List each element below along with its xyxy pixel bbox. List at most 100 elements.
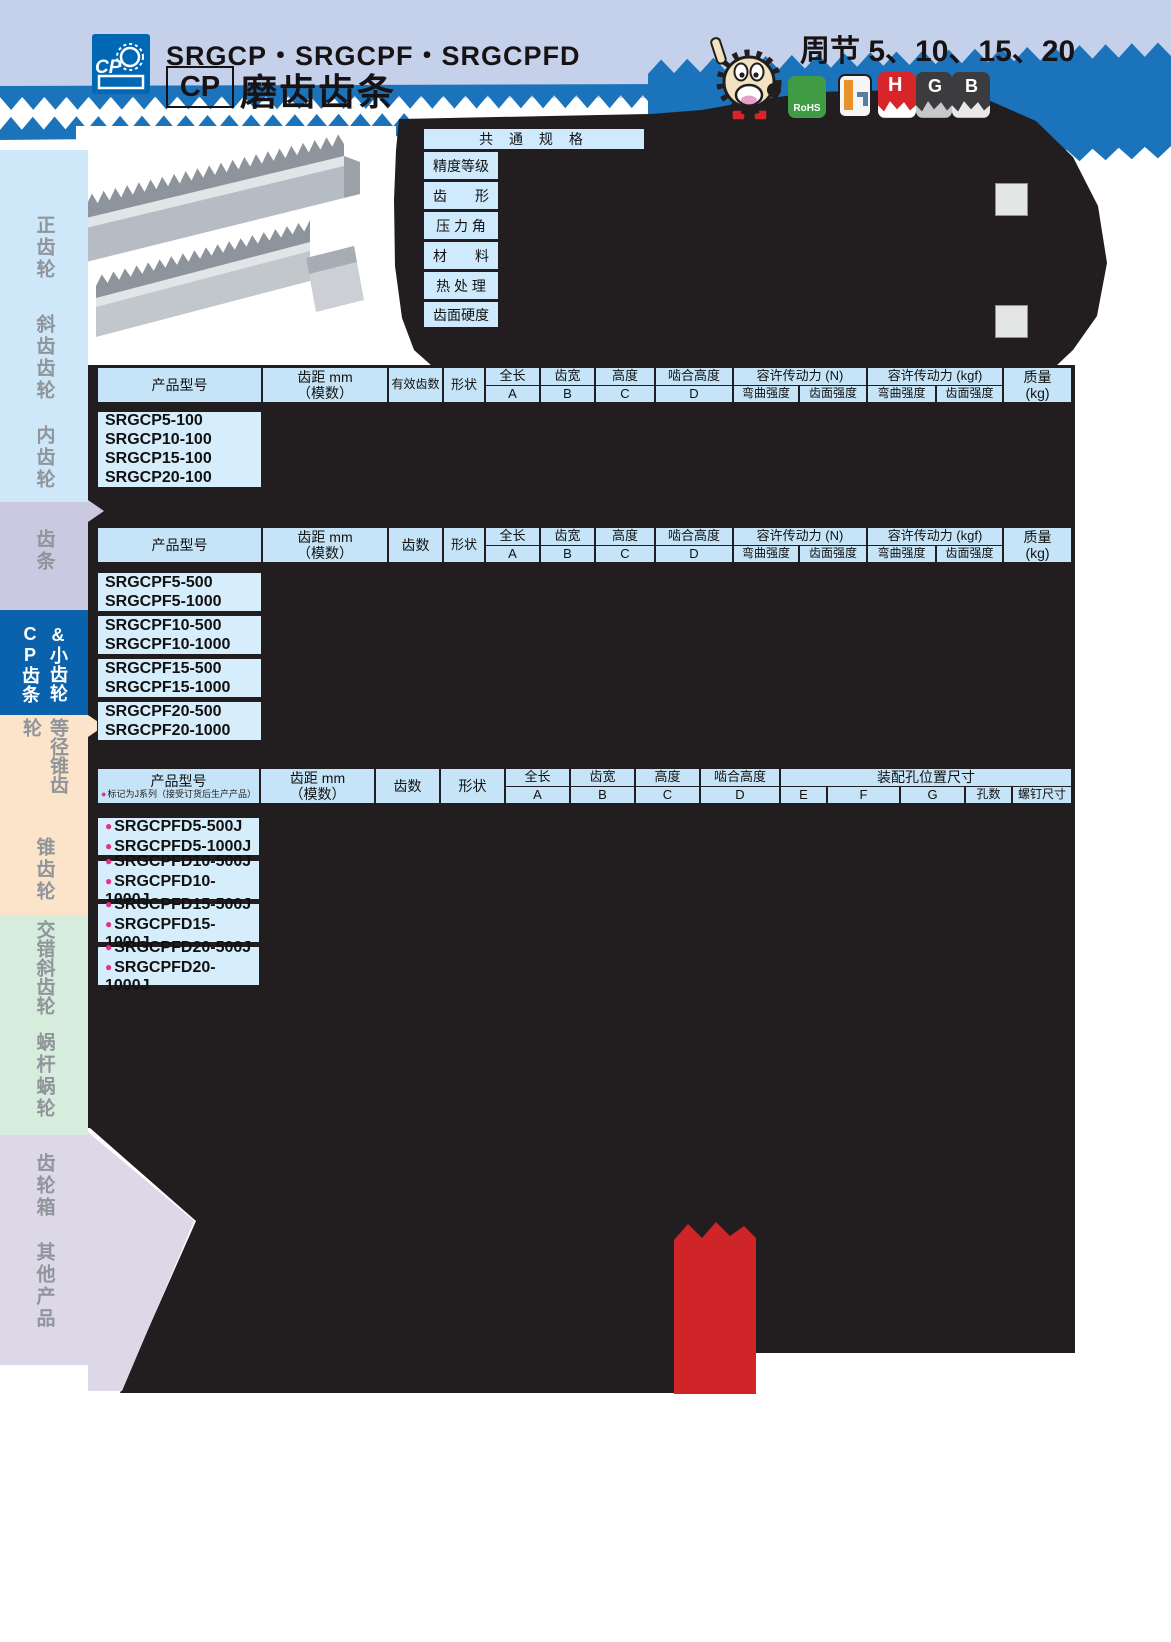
col-height: 高度 bbox=[595, 527, 655, 546]
col-force-n: 容许传动力 (N) bbox=[733, 527, 867, 546]
col-model: 产品型号 bbox=[97, 527, 262, 563]
model-number: SRGCPFD10-500J bbox=[105, 852, 259, 871]
col-height-C: C bbox=[635, 786, 700, 804]
sidebar-section-bevel bbox=[0, 715, 88, 915]
grade-g-badge: G bbox=[916, 72, 952, 118]
common-spec-table: 共 通 规 格 精度等级 齿 形 压 力 角 材 料 热 处 理 齿面硬度 bbox=[423, 128, 645, 328]
placeholder-square bbox=[995, 305, 1028, 338]
col-width: 齿宽 bbox=[570, 768, 635, 787]
spec-row-accuracy: 精度等级 bbox=[423, 151, 499, 180]
grade-b-badge: B bbox=[952, 72, 990, 118]
mount-badge bbox=[838, 74, 872, 118]
col-shape: 形状 bbox=[440, 768, 505, 804]
col-width: 齿宽 bbox=[540, 367, 595, 386]
mount-badge-orange bbox=[844, 80, 853, 110]
col-shape: 形状 bbox=[443, 527, 485, 563]
col-hole-count: 孔数 bbox=[965, 786, 1012, 804]
model-group: SRGCPFD5-500J SRGCPFD5-1000J bbox=[97, 817, 260, 856]
model-number: SRGCPF5-500 bbox=[105, 573, 213, 591]
series-title: SRGCP・SRGCPF・SRGCPFD bbox=[166, 41, 581, 71]
col-mesh-D: D bbox=[655, 385, 733, 403]
model-group: SRGCPF15-500 SRGCPF15-1000 bbox=[97, 658, 262, 698]
page-title: 磨齿齿条 bbox=[240, 72, 396, 113]
col-height: 高度 bbox=[595, 367, 655, 386]
model-group: SRGCPFD20-500J SRGCPFD20-1000J bbox=[97, 939, 260, 994]
model-number: SRGCPF10-500 bbox=[105, 616, 222, 634]
cp-logo: CP bbox=[92, 34, 150, 94]
col-teeth: 齿数 bbox=[375, 768, 440, 804]
product-photo-gear-racks bbox=[76, 126, 396, 338]
sidebar-item-rack: 齿条 bbox=[33, 529, 55, 573]
col-F: F bbox=[827, 786, 900, 804]
pitch-note: 周节 5、10、15、20 bbox=[800, 35, 1076, 68]
red-highlight-block bbox=[674, 1222, 756, 1394]
col-bending-n: 弯曲强度 bbox=[733, 385, 799, 403]
sidebar-item-spur-gear: 正齿轮 bbox=[33, 214, 55, 281]
model-number: SRGCPF15-1000 bbox=[105, 678, 231, 696]
col-bending-n: 弯曲强度 bbox=[733, 545, 799, 563]
col-force-kgf: 容许传动力 (kgf) bbox=[867, 367, 1003, 386]
sidebar-section-worm bbox=[0, 915, 88, 1135]
section-pointer bbox=[88, 715, 104, 737]
col-mesh-height: 啮合高度 bbox=[655, 367, 733, 386]
sidebar-item-bevel-gear: 锥齿轮 bbox=[33, 837, 55, 903]
model-number: SRGCPF10-1000 bbox=[105, 635, 231, 653]
model-group: SRGCPFD10-500J SRGCPFD10-1000J bbox=[97, 853, 260, 908]
col-height-C: C bbox=[595, 385, 655, 403]
col-pitch: 齿距 mm （模数） bbox=[262, 367, 388, 403]
common-spec-title: 共 通 规 格 bbox=[423, 128, 645, 150]
col-force-kgf: 容许传动力 (kgf) bbox=[867, 527, 1003, 546]
col-mounting-holes: 装配孔位置尺寸 bbox=[780, 768, 1072, 787]
col-length: 全长 bbox=[485, 367, 540, 386]
spec-row-surface-hardness: 齿面硬度 bbox=[423, 301, 499, 328]
model-number: SRGCPF5-1000 bbox=[105, 592, 222, 610]
col-mesh-height: 啮合高度 bbox=[700, 768, 780, 787]
model-number: SRGCPFD20-1000J bbox=[105, 958, 259, 995]
col-mass: 质量 (kg) bbox=[1003, 367, 1072, 403]
model-number: SRGCPFD20-500J bbox=[105, 938, 259, 957]
table-srgcp: 产品型号 齿距 mm （模数） 有效齿数 形状 全长 A 齿宽 B 高度 C 啮… bbox=[97, 367, 1072, 488]
col-E: E bbox=[780, 786, 827, 804]
col-G: G bbox=[900, 786, 965, 804]
spec-row-tooth-profile: 齿 形 bbox=[423, 181, 499, 210]
col-width-B: B bbox=[570, 786, 635, 804]
model-group: SRGCPF5-500 SRGCPF5-1000 bbox=[97, 572, 262, 612]
col-pitch: 齿距 mm （模数） bbox=[262, 527, 388, 563]
col-length-A: A bbox=[485, 545, 540, 563]
col-surface-n: 齿面强度 bbox=[799, 385, 867, 403]
col-mesh-D: D bbox=[700, 786, 780, 804]
col-surface-n: 齿面强度 bbox=[799, 545, 867, 563]
col-pitch: 齿距 mm （模数） bbox=[260, 768, 375, 804]
col-length-A: A bbox=[505, 786, 570, 804]
col-bending-kgf: 弯曲强度 bbox=[867, 385, 936, 403]
model-number: SRGCPF15-500 bbox=[105, 659, 222, 677]
col-length: 全长 bbox=[505, 768, 570, 787]
col-screw-size: 螺钉尺寸 bbox=[1012, 786, 1072, 804]
svg-text:CP: CP bbox=[95, 57, 122, 78]
gear-mascot bbox=[710, 37, 782, 123]
sidebar-wedge bbox=[88, 1132, 194, 1391]
table-srgcpf: 产品型号 齿距 mm （模数） 齿数 形状 全长 A 齿宽 B 高度 C 啮合高… bbox=[97, 527, 1072, 741]
spec-row-material: 材 料 bbox=[423, 241, 499, 270]
col-length-A: A bbox=[485, 385, 540, 403]
mount-badge-blue bbox=[857, 92, 868, 97]
model-group: SRGCPF10-500 SRGCPF10-1000 bbox=[97, 615, 262, 655]
spec-row-heat-treatment: 热 处 理 bbox=[423, 271, 499, 300]
model-number: SRGCPFD15-500J bbox=[105, 895, 259, 914]
rohs-badge: RoHS bbox=[788, 76, 826, 118]
j-series-note: 标记为J系列（接受订货后生产产品） bbox=[101, 789, 256, 799]
model-group: SRGCPF20-500 SRGCPF20-1000 bbox=[97, 701, 262, 741]
spec-row-pressure-angle: 压 力 角 bbox=[423, 211, 499, 240]
col-mesh-height: 啮合高度 bbox=[655, 527, 733, 546]
cp-code-box: CP bbox=[166, 66, 234, 108]
col-teeth: 齿数 bbox=[388, 527, 443, 563]
sidebar-item-other-products: 其他产品 bbox=[33, 1241, 55, 1330]
col-mass: 质量 (kg) bbox=[1003, 527, 1072, 563]
sidebar-item-cp-rack-pinion: CP齿条 &小齿轮 bbox=[20, 624, 68, 704]
sidebar-item-screw-gear: 交错斜齿轮 bbox=[33, 920, 55, 1015]
col-model: 产品型号 标记为J系列（接受订货后生产产品） bbox=[97, 768, 260, 804]
col-width-B: B bbox=[540, 385, 595, 403]
model-number: SRGCP15-100 bbox=[105, 450, 212, 467]
model-group: SRGCP5-100 SRGCP10-100 SRGCP15-100 SRGCP… bbox=[97, 411, 262, 488]
placeholder-square bbox=[995, 183, 1028, 216]
